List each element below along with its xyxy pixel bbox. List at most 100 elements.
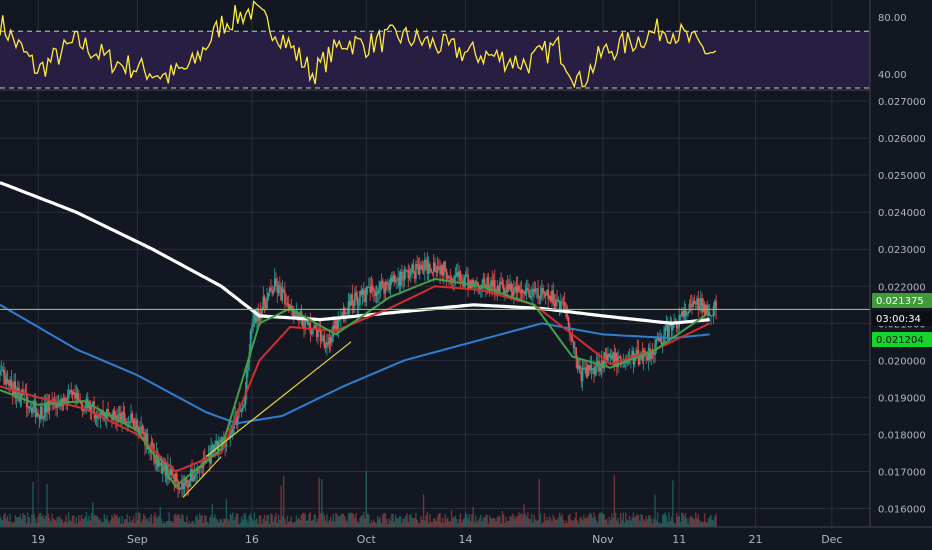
volume-bar [85, 512, 88, 527]
candle-body [394, 280, 397, 282]
candle-body [457, 272, 459, 277]
volume-bar [515, 515, 518, 527]
candle-body [281, 289, 284, 301]
volume-bar [407, 521, 409, 527]
candle-body [543, 292, 546, 295]
volume-bar [511, 513, 514, 527]
volume-bar [487, 523, 490, 527]
volume-bar [253, 512, 256, 527]
candle-body [120, 413, 122, 422]
volume-bar [711, 519, 713, 527]
volume-bar [604, 519, 607, 527]
candle-body [527, 287, 529, 291]
candle-body [438, 266, 440, 268]
volume-bar [157, 517, 159, 527]
volume-bar [137, 512, 140, 527]
candle-body [242, 406, 244, 410]
volume-bar [509, 515, 511, 527]
candle-body [590, 365, 593, 370]
candle-body [614, 352, 617, 367]
candle-body [84, 405, 87, 409]
candle-body [301, 317, 304, 327]
volume-bar [486, 514, 488, 527]
volume-bar [455, 518, 458, 527]
volume-bar [528, 518, 530, 527]
volume-bar [475, 515, 477, 527]
volume-bar [477, 520, 479, 527]
price-tick-label: 0.018000 [878, 430, 926, 441]
volume-bar [50, 521, 52, 527]
rsi-band [0, 31, 870, 88]
candle-body [449, 276, 452, 279]
volume-bar [502, 514, 505, 527]
volume-bar [636, 514, 638, 527]
trendlines[interactable] [182, 341, 352, 498]
candle-body [42, 417, 45, 419]
volume-bar [700, 522, 702, 527]
candle-body [424, 259, 426, 272]
volume-bar [70, 521, 72, 527]
candle-body [679, 315, 682, 316]
volume-bar [196, 515, 198, 527]
volume-bar [270, 513, 272, 527]
volume-bar [385, 519, 388, 527]
volume-bar [160, 518, 163, 527]
candle-body [483, 278, 486, 287]
candle-body [174, 473, 177, 482]
candle-body [652, 353, 655, 355]
candle-body [131, 413, 134, 419]
volume-bar [482, 517, 485, 527]
time-axis[interactable]: 19 Sep 16 Oct 14 Nov 11 21 Dec [31, 533, 842, 546]
price-tick-label: 0.024000 [878, 208, 926, 219]
candle-body [181, 482, 183, 488]
volume-bar [165, 521, 168, 527]
candle-body [51, 400, 53, 405]
volume-bar [391, 513, 393, 527]
volume-bar [256, 518, 258, 527]
candle-body [41, 406, 43, 419]
candle-body [251, 327, 253, 331]
price-tags: 0.021375 03:00:34 0.021204 [872, 293, 932, 347]
candle-body [284, 291, 286, 304]
candle-body [39, 406, 42, 420]
candle-body [219, 439, 221, 441]
volume-bar [575, 512, 577, 527]
candle-body [217, 440, 220, 451]
rsi-panel[interactable] [0, 0, 870, 89]
volume-bar [476, 522, 478, 527]
volume-bar [243, 513, 245, 527]
candle-body [412, 264, 415, 273]
volume-bar [411, 517, 413, 527]
volume-bar [40, 513, 42, 527]
volume-bar [308, 513, 310, 527]
rsi-axis[interactable]: 80.00 40.00 [878, 13, 907, 81]
candle-body [597, 361, 599, 363]
volume-bar [234, 516, 237, 527]
candle-body [631, 350, 633, 358]
candle-body [140, 426, 142, 428]
volume-bar [647, 515, 650, 527]
volume-bar [135, 512, 137, 527]
volume-bar [61, 519, 64, 527]
volume-bar [215, 518, 217, 527]
volume-bar [173, 515, 175, 527]
volume-bar [4, 513, 6, 527]
volume-bar [336, 513, 338, 527]
volume-bar [90, 513, 93, 527]
volume-bar [56, 517, 58, 527]
candle-body [398, 277, 401, 286]
trendline [205, 341, 352, 458]
candle-body [641, 352, 644, 361]
candle-body [492, 280, 495, 287]
volume-bar [6, 515, 9, 527]
volume-bar [331, 521, 333, 527]
volume-bar [163, 521, 165, 527]
candle-body [299, 311, 301, 321]
time-tick-label: 16 [245, 533, 259, 546]
volume-bar [204, 515, 206, 527]
volume-bar [464, 512, 467, 527]
volume-bar [19, 514, 22, 527]
volume-bar [230, 515, 233, 527]
candle-body [366, 287, 369, 289]
